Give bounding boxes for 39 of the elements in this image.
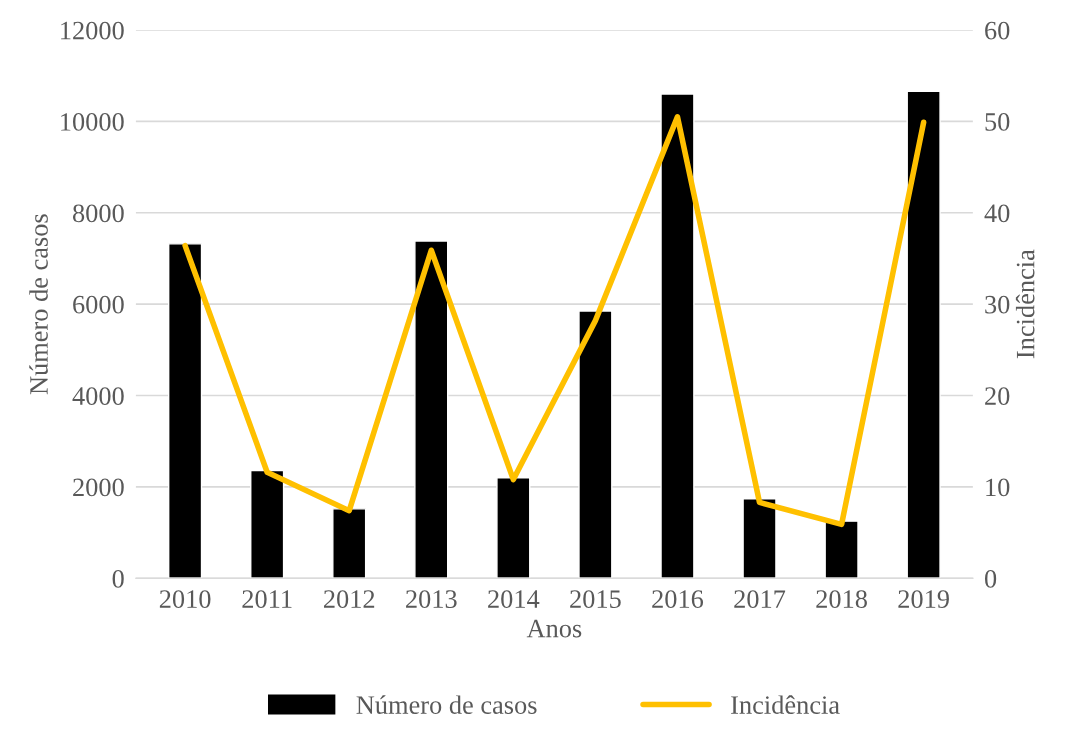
x-tick-label: 2019	[898, 590, 949, 608]
y2-tick-label: 40	[984, 204, 1010, 223]
y2-tick-label: 50	[985, 113, 1010, 131]
x-tick-label: 2017	[734, 590, 786, 608]
y-tick-label: 2000	[73, 478, 124, 497]
y2-tick-label: 10	[986, 478, 1010, 497]
legend-label: Número de casos	[356, 695, 537, 714]
y2-tick-label: 30	[985, 295, 1010, 314]
bar	[906, 90, 941, 579]
y-tick-label: 6000	[73, 295, 124, 314]
x-axis-title: Anos	[526, 619, 582, 638]
x-tick-label: 2014	[488, 590, 540, 608]
y-axis-title: Número de casos	[29, 214, 48, 395]
y2-tick-label: 0	[984, 569, 997, 588]
bar	[824, 520, 859, 579]
y-tick-label: 0	[112, 569, 124, 588]
y-tick-label: 10000	[61, 113, 124, 131]
x-tick-label: 2018	[816, 590, 867, 608]
x-tick-label: 2011	[242, 590, 292, 608]
bar	[496, 477, 531, 579]
bar	[414, 240, 449, 579]
legend-label: Incidência	[731, 695, 840, 714]
bar	[168, 243, 203, 579]
y2-axis-title: Incidência	[1015, 249, 1035, 359]
y-tick-label: 8000	[72, 204, 124, 223]
bar	[250, 469, 285, 579]
y-tick-label: 4000	[72, 387, 124, 405]
bar	[742, 498, 777, 579]
x-tick-label: 2015	[570, 590, 621, 608]
x-tick-label: 2010	[159, 590, 211, 608]
y2-tick-label: 60	[985, 21, 1010, 40]
y2-tick-label: 20	[985, 387, 1010, 405]
x-tick-label: 2013	[406, 590, 457, 608]
x-tick-label: 2012	[324, 590, 375, 608]
bar	[578, 310, 613, 579]
x-tick-label: 2016	[652, 590, 704, 608]
bar	[332, 508, 367, 579]
bar	[660, 93, 695, 579]
y-tick-label: 12000	[61, 21, 124, 40]
